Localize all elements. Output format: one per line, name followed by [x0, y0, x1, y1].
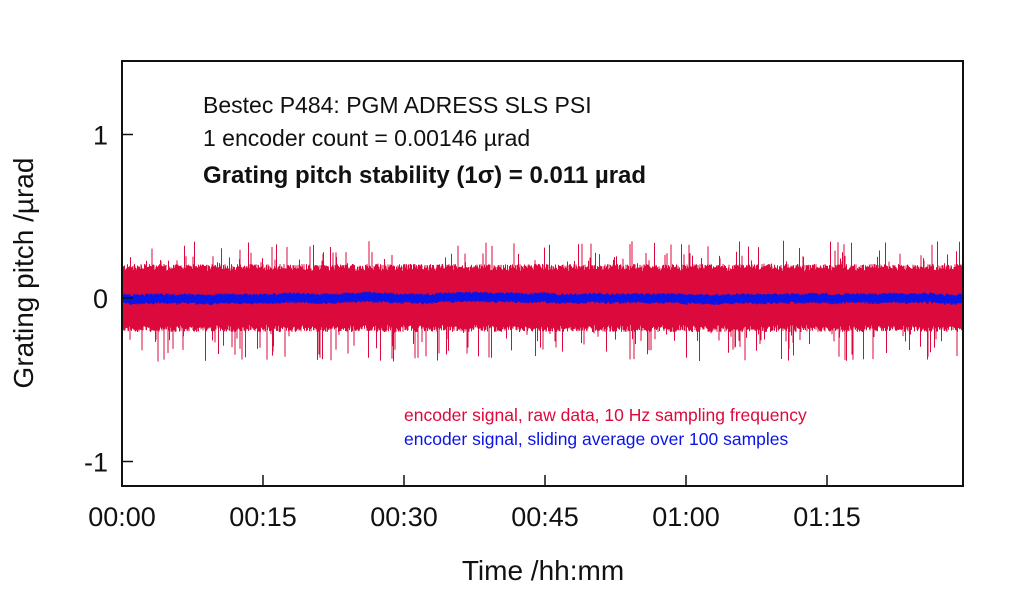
- y-axis-title: Grating pitch /µrad: [8, 158, 39, 389]
- y-tick-label: -1: [84, 448, 108, 478]
- plot-frame: [121, 60, 964, 487]
- x-tick-label: 01:00: [652, 502, 720, 532]
- annotation-encoder-count: 1 encoder count = 0.00146 µrad: [203, 125, 530, 151]
- x-tick-label: 00:30: [370, 502, 438, 532]
- x-tick-label: 00:00: [88, 502, 156, 532]
- annotation-stability: Grating pitch stability (1σ) = 0.011 µra…: [203, 162, 646, 189]
- legend-raw-label: encoder signal, raw data, 10 Hz sampling…: [404, 405, 807, 425]
- x-axis: 00:00 00:15 00:30 00:45 01:00 01:15: [88, 475, 861, 532]
- x-tick-label: 00:15: [229, 502, 297, 532]
- y-axis: 1 0 -1: [84, 121, 133, 478]
- x-tick-label: 01:15: [793, 502, 861, 532]
- legend-average-label: encoder signal, sliding average over 100…: [404, 429, 789, 449]
- annotation-instrument: Bestec P484: PGM ADRESS SLS PSI: [203, 92, 592, 118]
- y-tick-label: 1: [93, 121, 108, 151]
- x-axis-title: Time /hh:mm: [462, 555, 624, 586]
- x-tick-label: 00:45: [511, 502, 579, 532]
- y-tick-label: 0: [93, 284, 108, 314]
